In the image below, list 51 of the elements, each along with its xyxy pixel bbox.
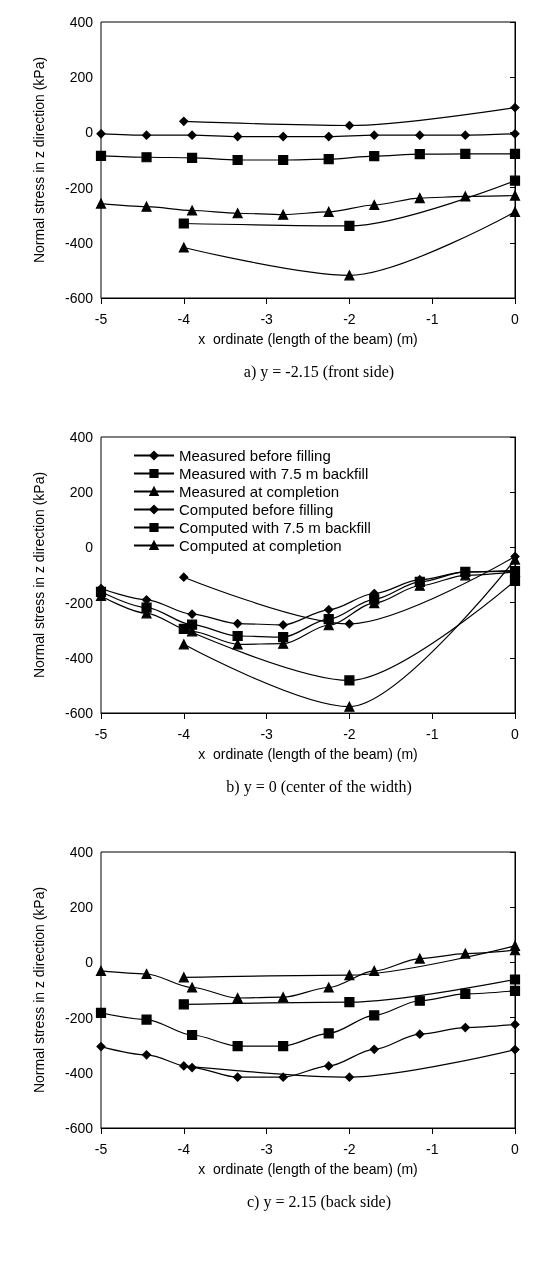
x-axis-title: x ordinate (length of the beam) (m) (198, 331, 418, 347)
x-tick-label: 0 (511, 726, 520, 742)
y-tick-label: -600 (64, 1120, 94, 1136)
x-tick-label: 0 (511, 311, 520, 327)
x-tick-label: -3 (260, 726, 274, 742)
text: c) y = 2.15 (back side) (246, 1192, 392, 1211)
x-tick-label: -3 (260, 311, 274, 327)
y-tick-label: -400 (64, 649, 94, 666)
x-axis-title: x ordinate (length of the beam) (m) (198, 1161, 418, 1177)
x-tick-label: -4 (177, 726, 191, 742)
y-tick-label: -200 (64, 594, 94, 611)
x-tick-label: -5 (94, 1141, 108, 1157)
y-tick-label: 400 (69, 14, 94, 30)
y-tick-label: 200 (69, 484, 94, 501)
y-tick-label: 400 (69, 429, 94, 445)
text: b) y = 0 (center of the width) (226, 777, 412, 796)
x-tick-label: -2 (343, 1141, 356, 1157)
y-tick-label: -200 (64, 1009, 94, 1026)
x-tick-label: -1 (425, 726, 439, 742)
x-tick-label: -1 (425, 311, 439, 327)
y-tick-label: 200 (69, 69, 94, 86)
y-axis-title: Normal stress in z direction (kPa) (31, 56, 47, 264)
legend-label: Computed with 7.5 m backfill (179, 519, 371, 536)
legend-label: Computed before filling (179, 501, 334, 518)
y-tick-label: -200 (64, 179, 94, 196)
y-tick-label: -600 (64, 705, 94, 721)
x-tick-label: -4 (177, 1141, 191, 1157)
legend-label: Measured before filling (179, 447, 331, 464)
legend-label: Measured at completion (179, 483, 340, 500)
x-tick-label: -5 (94, 726, 108, 742)
y-tick-label: 200 (69, 899, 94, 916)
x-tick-label: -3 (260, 1141, 274, 1157)
y-tick-label: -400 (64, 1064, 94, 1081)
y-axis-title: Normal stress in z direction (kPa) (31, 471, 47, 679)
x-tick-label: -4 (177, 311, 191, 327)
y-tick-label: 0 (85, 954, 94, 971)
legend-label: Computed at completion (179, 537, 342, 554)
y-tick-label: 0 (85, 124, 94, 141)
y-tick-label: 400 (69, 844, 94, 860)
text: a) y = -2.15 (front side) (243, 362, 395, 381)
legend-label: Measured with 7.5 m backfill (179, 465, 369, 482)
y-axis-title: Normal stress in z direction (kPa) (31, 886, 47, 1094)
y-tick-label: 0 (85, 539, 94, 556)
x-tick-label: -5 (94, 311, 108, 327)
x-tick-label: -1 (425, 1141, 439, 1157)
y-tick-label: -600 (64, 290, 94, 306)
y-tick-label: -400 (64, 234, 94, 251)
x-axis-title: x ordinate (length of the beam) (m) (198, 746, 418, 762)
x-tick-label: -2 (343, 311, 356, 327)
x-tick-label: -2 (343, 726, 356, 742)
x-tick-label: 0 (511, 1141, 520, 1157)
